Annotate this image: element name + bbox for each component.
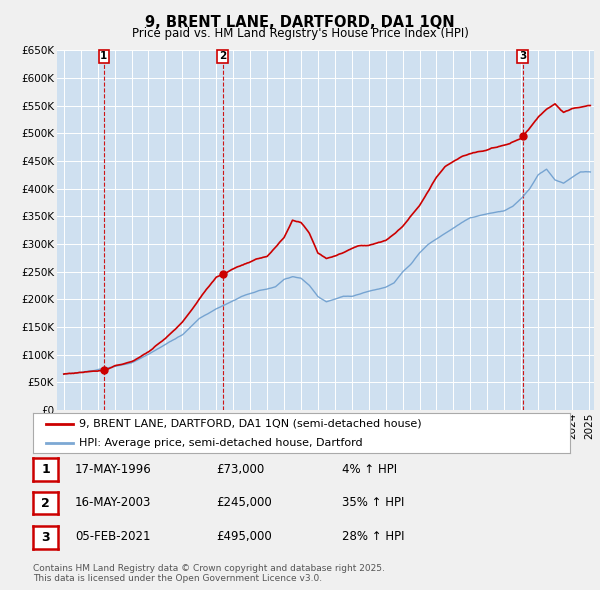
Text: 16-MAY-2003: 16-MAY-2003 [75,496,151,509]
Text: 1: 1 [41,463,50,476]
Text: 4% ↑ HPI: 4% ↑ HPI [342,463,397,476]
Text: Contains HM Land Registry data © Crown copyright and database right 2025.
This d: Contains HM Land Registry data © Crown c… [33,563,385,583]
Text: £495,000: £495,000 [216,530,272,543]
Text: 9, BRENT LANE, DARTFORD, DA1 1QN: 9, BRENT LANE, DARTFORD, DA1 1QN [145,15,455,30]
Text: 28% ↑ HPI: 28% ↑ HPI [342,530,404,543]
Text: £245,000: £245,000 [216,496,272,509]
Text: 05-FEB-2021: 05-FEB-2021 [75,530,151,543]
Text: £73,000: £73,000 [216,463,264,476]
Text: 35% ↑ HPI: 35% ↑ HPI [342,496,404,509]
Text: 2: 2 [219,51,226,61]
Text: Price paid vs. HM Land Registry's House Price Index (HPI): Price paid vs. HM Land Registry's House … [131,27,469,40]
Text: 17-MAY-1996: 17-MAY-1996 [75,463,152,476]
Text: 2: 2 [41,497,50,510]
Text: 1: 1 [100,51,107,61]
Text: 9, BRENT LANE, DARTFORD, DA1 1QN (semi-detached house): 9, BRENT LANE, DARTFORD, DA1 1QN (semi-d… [79,419,421,429]
Text: HPI: Average price, semi-detached house, Dartford: HPI: Average price, semi-detached house,… [79,438,362,448]
Text: 3: 3 [41,531,50,544]
Text: 3: 3 [519,51,526,61]
